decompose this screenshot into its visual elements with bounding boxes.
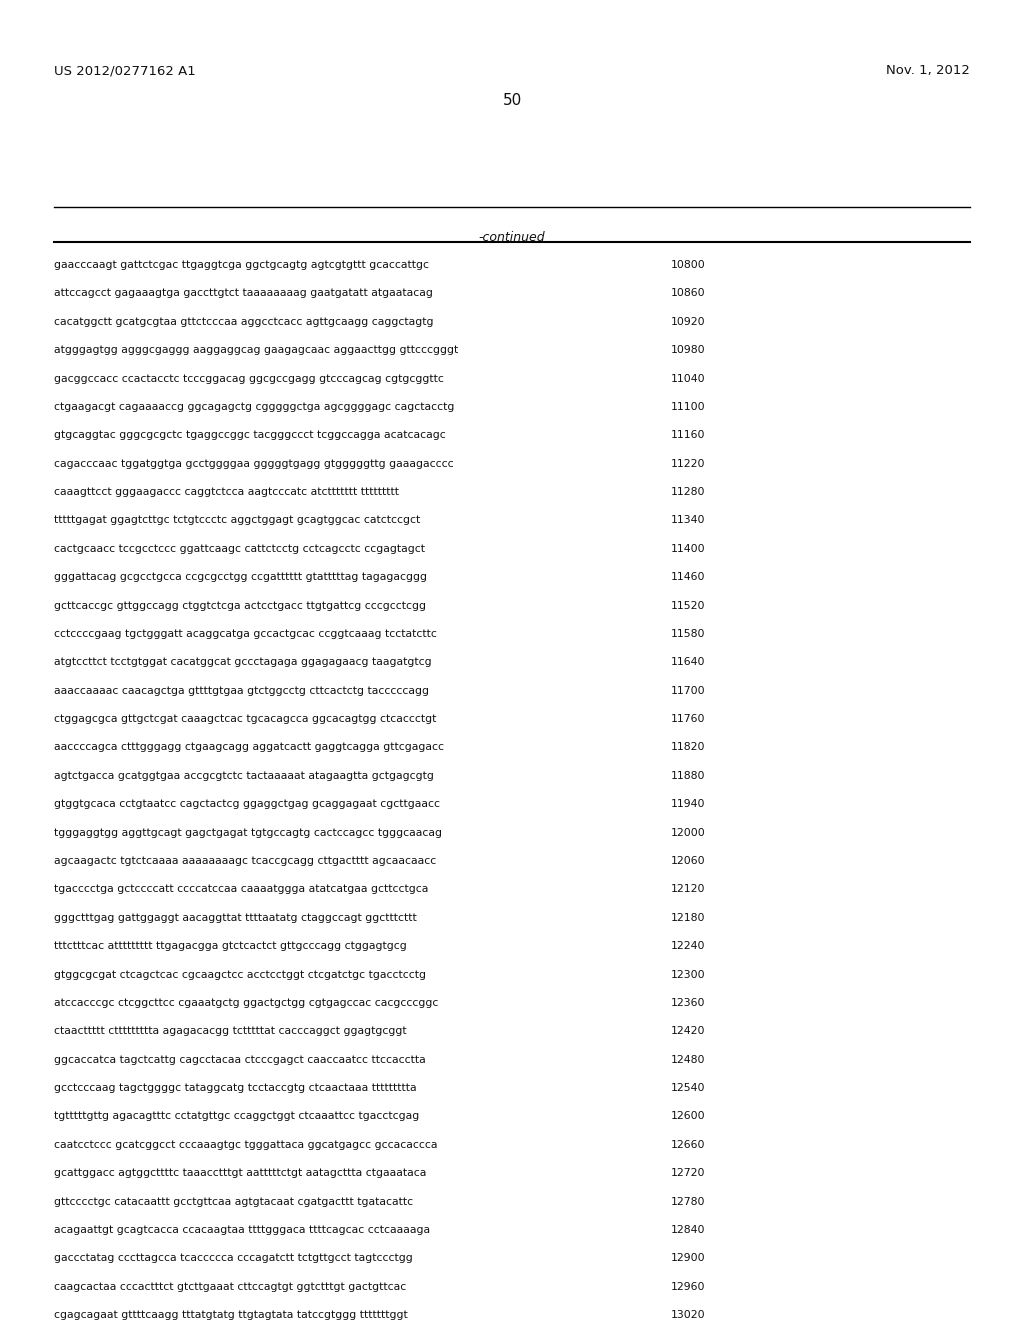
Text: 12480: 12480 xyxy=(671,1055,706,1065)
Text: 11040: 11040 xyxy=(671,374,706,384)
Text: gaacccaagt gattctcgac ttgaggtcga ggctgcagtg agtcgtgttt gcaccattgc: gaacccaagt gattctcgac ttgaggtcga ggctgca… xyxy=(54,260,429,271)
Text: tttttgagat ggagtcttgc tctgtccctc aggctggagt gcagtggcac catctccgct: tttttgagat ggagtcttgc tctgtccctc aggctgg… xyxy=(54,516,421,525)
Text: gtggcgcgat ctcagctcac cgcaagctcc acctcctggt ctcgatctgc tgacctcctg: gtggcgcgat ctcagctcac cgcaagctcc acctcct… xyxy=(54,969,426,979)
Text: attccagcct gagaaagtga gaccttgtct taaaaaaaag gaatgatatt atgaatacag: attccagcct gagaaagtga gaccttgtct taaaaaa… xyxy=(54,289,433,298)
Text: gttcccctgc catacaattt gcctgttcaa agtgtacaat cgatgacttt tgatacattc: gttcccctgc catacaattt gcctgttcaa agtgtac… xyxy=(54,1196,414,1206)
Text: caagcactaa cccactttct gtcttgaaat cttccagtgt ggtctttgt gactgttcac: caagcactaa cccactttct gtcttgaaat cttccag… xyxy=(54,1282,407,1292)
Text: 11760: 11760 xyxy=(671,714,706,725)
Text: caaagttcct gggaagaccc caggtctcca aagtcccatc atcttttttt ttttttttt: caaagttcct gggaagaccc caggtctcca aagtccc… xyxy=(54,487,399,498)
Text: agcaagactc tgtctcaaaa aaaaaaaagc tcaccgcagg cttgactttt agcaacaacc: agcaagactc tgtctcaaaa aaaaaaaagc tcaccgc… xyxy=(54,855,436,866)
Text: 11220: 11220 xyxy=(671,459,706,469)
Text: Nov. 1, 2012: Nov. 1, 2012 xyxy=(886,63,970,77)
Text: 10800: 10800 xyxy=(671,260,706,271)
Text: tgggaggtgg aggttgcagt gagctgagat tgtgccagtg cactccagcc tgggcaacag: tgggaggtgg aggttgcagt gagctgagat tgtgcca… xyxy=(54,828,442,838)
Text: 11100: 11100 xyxy=(671,401,706,412)
Text: atgtccttct tcctgtggat cacatggcat gccctagaga ggagagaacg taagatgtcg: atgtccttct tcctgtggat cacatggcat gccctag… xyxy=(54,657,432,668)
Text: cctccccgaag tgctgggatt acaggcatga gccactgcac ccggtcaaag tcctatcttc: cctccccgaag tgctgggatt acaggcatga gccact… xyxy=(54,630,437,639)
Text: aaccccagca ctttgggagg ctgaagcagg aggatcactt gaggtcagga gttcgagacc: aaccccagca ctttgggagg ctgaagcagg aggatca… xyxy=(54,742,444,752)
Text: 12960: 12960 xyxy=(671,1282,706,1292)
Text: atccacccgc ctcggcttcc cgaaatgctg ggactgctgg cgtgagccac cacgcccggc: atccacccgc ctcggcttcc cgaaatgctg ggactgc… xyxy=(54,998,438,1008)
Text: US 2012/0277162 A1: US 2012/0277162 A1 xyxy=(54,63,196,77)
Text: 10980: 10980 xyxy=(671,346,706,355)
Text: 12120: 12120 xyxy=(671,884,706,895)
Text: cacatggctt gcatgcgtaa gttctcccaa aggcctcacc agttgcaagg caggctagtg: cacatggctt gcatgcgtaa gttctcccaa aggcctc… xyxy=(54,317,434,327)
Text: 12360: 12360 xyxy=(671,998,706,1008)
Text: 10920: 10920 xyxy=(671,317,706,327)
Text: 11580: 11580 xyxy=(671,630,706,639)
Text: ctgaagacgt cagaaaaccg ggcagagctg cgggggctga agcggggagc cagctacctg: ctgaagacgt cagaaaaccg ggcagagctg cgggggc… xyxy=(54,401,455,412)
Text: ctaacttttt cttttttttta agagacacgg tctttttat cacccaggct ggagtgcggt: ctaacttttt cttttttttta agagacacgg tctttt… xyxy=(54,1027,407,1036)
Text: gtgcaggtac gggcgcgctc tgaggccggc tacgggccct tcggccagga acatcacagc: gtgcaggtac gggcgcgctc tgaggccggc tacgggc… xyxy=(54,430,446,441)
Text: gcctcccaag tagctggggc tataggcatg tcctaccgtg ctcaactaaa ttttttttta: gcctcccaag tagctggggc tataggcatg tcctacc… xyxy=(54,1082,417,1093)
Text: ctggagcgca gttgctcgat caaagctcac tgcacagcca ggcacagtgg ctcaccctgt: ctggagcgca gttgctcgat caaagctcac tgcacag… xyxy=(54,714,436,725)
Text: 12420: 12420 xyxy=(671,1027,706,1036)
Text: aaaccaaaac caacagctga gttttgtgaa gtctggcctg cttcactctg tacccccagg: aaaccaaaac caacagctga gttttgtgaa gtctggc… xyxy=(54,686,429,696)
Text: 11400: 11400 xyxy=(671,544,706,554)
Text: caatcctccc gcatcggcct cccaaagtgc tgggattaca ggcatgagcc gccacaccca: caatcctccc gcatcggcct cccaaagtgc tgggatt… xyxy=(54,1139,438,1150)
Text: 12840: 12840 xyxy=(671,1225,706,1236)
Text: gcttcaccgc gttggccagg ctggtctcga actcctgacc ttgtgattcg cccgcctcgg: gcttcaccgc gttggccagg ctggtctcga actcctg… xyxy=(54,601,426,611)
Text: 11940: 11940 xyxy=(671,799,706,809)
Text: 12600: 12600 xyxy=(671,1111,706,1122)
Text: 11340: 11340 xyxy=(671,516,706,525)
Text: 50: 50 xyxy=(503,92,521,108)
Text: 11820: 11820 xyxy=(671,742,706,752)
Text: 11880: 11880 xyxy=(671,771,706,781)
Text: -continued: -continued xyxy=(478,231,546,244)
Text: 12180: 12180 xyxy=(671,913,706,923)
Text: gggattacag gcgcctgcca ccgcgcctgg ccgatttttt gtatttttag tagagacggg: gggattacag gcgcctgcca ccgcgcctgg ccgattt… xyxy=(54,573,427,582)
Text: 12780: 12780 xyxy=(671,1196,706,1206)
Text: 12060: 12060 xyxy=(671,855,706,866)
Text: 11160: 11160 xyxy=(671,430,706,441)
Text: gaccctatag cccttagcca tcaccccca cccagatctt tctgttgcct tagtccctgg: gaccctatag cccttagcca tcaccccca cccagatc… xyxy=(54,1253,413,1263)
Text: 10860: 10860 xyxy=(671,289,706,298)
Text: cactgcaacc tccgcctccc ggattcaagc cattctcctg cctcagcctc ccgagtagct: cactgcaacc tccgcctccc ggattcaagc cattctc… xyxy=(54,544,425,554)
Text: ggcaccatca tagctcattg cagcctacaa ctcccgagct caaccaatcc ttccacctta: ggcaccatca tagctcattg cagcctacaa ctcccga… xyxy=(54,1055,426,1065)
Text: 12300: 12300 xyxy=(671,969,706,979)
Text: atgggagtgg agggcgaggg aaggaggcag gaagagcaac aggaacttgg gttcccgggt: atgggagtgg agggcgaggg aaggaggcag gaagagc… xyxy=(54,346,459,355)
Text: 11700: 11700 xyxy=(671,686,706,696)
Text: 12000: 12000 xyxy=(671,828,706,838)
Text: tgacccctga gctccccatt ccccatccaa caaaatggga atatcatgaa gcttcctgca: tgacccctga gctccccatt ccccatccaa caaaatg… xyxy=(54,884,429,895)
Text: 12720: 12720 xyxy=(671,1168,706,1179)
Text: gacggccacc ccactacctc tcccggacag ggcgccgagg gtcccagcag cgtgcggttc: gacggccacc ccactacctc tcccggacag ggcgccg… xyxy=(54,374,444,384)
Text: 11460: 11460 xyxy=(671,573,706,582)
Text: agtctgacca gcatggtgaa accgcgtctc tactaaaaat atagaagtta gctgagcgtg: agtctgacca gcatggtgaa accgcgtctc tactaaa… xyxy=(54,771,434,781)
Text: 12240: 12240 xyxy=(671,941,706,952)
Text: 12540: 12540 xyxy=(671,1082,706,1093)
Text: gtggtgcaca cctgtaatcc cagctactcg ggaggctgag gcaggagaat cgcttgaacc: gtggtgcaca cctgtaatcc cagctactcg ggaggct… xyxy=(54,799,440,809)
Text: 11280: 11280 xyxy=(671,487,706,498)
Text: 12900: 12900 xyxy=(671,1253,706,1263)
Text: 11640: 11640 xyxy=(671,657,706,668)
Text: acagaattgt gcagtcacca ccacaagtaa ttttgggaca ttttcagcac cctcaaaaga: acagaattgt gcagtcacca ccacaagtaa ttttggg… xyxy=(54,1225,430,1236)
Text: cgagcagaat gttttcaagg tttatgtatg ttgtagtata tatccgtggg tttttttggt: cgagcagaat gttttcaagg tttatgtatg ttgtagt… xyxy=(54,1309,408,1320)
Text: 11520: 11520 xyxy=(671,601,706,611)
Text: gcattggacc agtggcttttc taaacctttgt aatttttctgt aatagcttta ctgaaataca: gcattggacc agtggcttttc taaacctttgt aattt… xyxy=(54,1168,427,1179)
Text: 13020: 13020 xyxy=(671,1309,706,1320)
Text: tttctttcac attttttttt ttgagacgga gtctcactct gttgcccagg ctggagtgcg: tttctttcac attttttttt ttgagacgga gtctcac… xyxy=(54,941,407,952)
Text: cagacccaac tggatggtga gcctggggaa gggggtgagg gtgggggttg gaaagacccc: cagacccaac tggatggtga gcctggggaa gggggtg… xyxy=(54,459,454,469)
Text: 12660: 12660 xyxy=(671,1139,706,1150)
Text: tgtttttgttg agacagtttc cctatgttgc ccaggctggt ctcaaattcc tgacctcgag: tgtttttgttg agacagtttc cctatgttgc ccaggc… xyxy=(54,1111,420,1122)
Text: gggctttgag gattggaggt aacaggttat ttttaatatg ctaggccagt ggctttcttt: gggctttgag gattggaggt aacaggttat ttttaat… xyxy=(54,913,417,923)
